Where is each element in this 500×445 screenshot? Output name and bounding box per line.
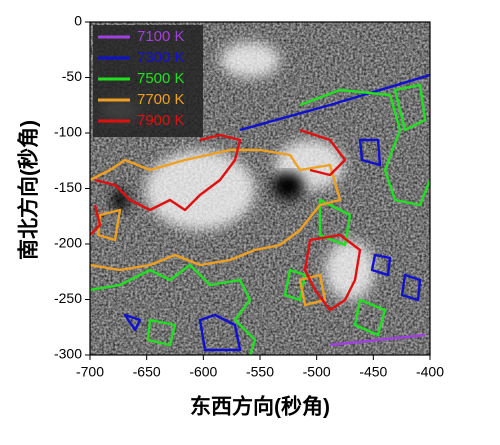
y-axis-label: 南北方向(秒角) xyxy=(17,120,41,260)
contour xyxy=(393,83,427,132)
contour xyxy=(358,138,382,167)
contour xyxy=(90,148,342,272)
contour xyxy=(318,198,352,247)
legend-label: 7500 K xyxy=(137,70,185,87)
x-tick-label: -500 xyxy=(303,364,331,380)
legend-label: 7100 K xyxy=(137,28,185,45)
x-axis-label: 东西方向(秒角) xyxy=(190,395,330,419)
contour xyxy=(123,313,142,332)
x-tick-label: -450 xyxy=(359,364,387,380)
y-tick-label: -250 xyxy=(54,290,82,306)
contour xyxy=(90,263,257,355)
contour xyxy=(198,313,242,352)
contour xyxy=(239,73,430,132)
y-tick-label: -150 xyxy=(54,179,82,195)
contour xyxy=(298,273,327,307)
contour xyxy=(283,268,307,302)
contour xyxy=(303,233,362,312)
contour xyxy=(370,253,392,277)
contour xyxy=(329,333,426,347)
x-tick-label: -700 xyxy=(76,364,104,380)
y-tick-label: -300 xyxy=(54,346,82,362)
contour xyxy=(400,273,422,302)
contour xyxy=(94,133,242,212)
legend-label: 7300 K xyxy=(137,49,185,66)
x-tick-label: -650 xyxy=(133,364,161,380)
contour xyxy=(96,208,122,242)
x-tick-label: -600 xyxy=(189,364,217,380)
y-tick-label: -200 xyxy=(54,235,82,251)
y-tick-label: -100 xyxy=(54,124,82,140)
contour xyxy=(353,298,387,337)
y-tick-label: 0 xyxy=(74,13,82,29)
y-tick-label: -50 xyxy=(62,68,82,84)
x-tick-label: -400 xyxy=(416,364,444,380)
legend-box xyxy=(93,25,203,137)
legend-label: 7700 K xyxy=(137,91,185,108)
contour xyxy=(299,128,347,177)
x-tick-label: -550 xyxy=(246,364,274,380)
contour xyxy=(299,88,430,207)
contour xyxy=(146,318,177,347)
legend-label: 7900 K xyxy=(137,112,185,129)
contour xyxy=(90,204,102,236)
